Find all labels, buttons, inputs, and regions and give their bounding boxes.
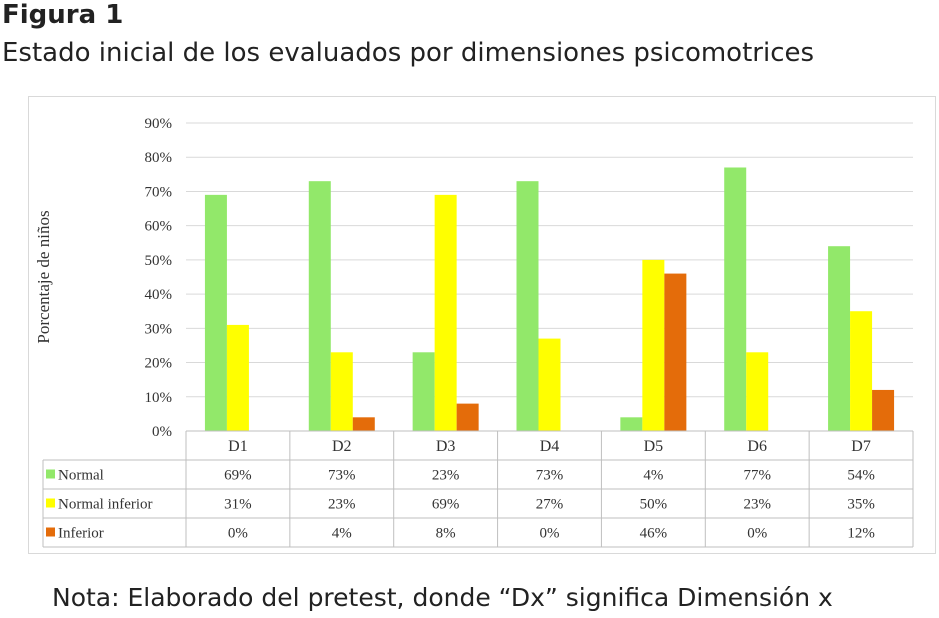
data-label: 69% <box>224 468 252 484</box>
data-label: 0% <box>540 526 560 542</box>
x-tick-label: D3 <box>436 438 456 455</box>
figure-note: Nota: Elaborado del pretest, donde “Dx” … <box>52 583 833 612</box>
data-label: 31% <box>224 497 252 513</box>
data-label: 50% <box>640 497 668 513</box>
x-tick-label: D5 <box>644 438 664 455</box>
bar-normal-inferior <box>746 352 769 431</box>
legend-swatch <box>46 469 55 479</box>
data-label: 27% <box>536 497 564 513</box>
x-tick-label: D1 <box>228 438 248 455</box>
y-tick-label: 60% <box>145 219 173 235</box>
y-tick-label: 20% <box>145 356 173 372</box>
legend-label: Normal <box>58 468 104 484</box>
figure-label: Figura 1 <box>2 0 124 30</box>
data-label: 73% <box>536 468 564 484</box>
bar-normal-inferior <box>850 311 873 431</box>
x-tick-label: D2 <box>332 438 352 455</box>
bar-normal-inferior <box>434 194 457 431</box>
figure-title: Estado inicial de los evaluados por dime… <box>2 38 815 68</box>
y-tick-label: 30% <box>145 321 173 337</box>
bar-normal-inferior <box>226 324 249 431</box>
y-tick-label: 90% <box>145 116 173 132</box>
x-tick-label: D6 <box>747 438 767 455</box>
data-label: 54% <box>847 468 875 484</box>
y-tick-label: 40% <box>145 287 173 303</box>
x-tick-label: D4 <box>540 438 560 455</box>
bar-normal <box>620 417 643 431</box>
data-label: 8% <box>436 526 456 542</box>
legend-label: Normal inferior <box>58 497 153 513</box>
y-tick-label: 70% <box>145 184 173 200</box>
y-tick-label: 10% <box>145 390 173 406</box>
legend-label: Inferior <box>58 526 104 542</box>
bar-normal <box>516 181 539 431</box>
bar-inferior <box>872 389 895 431</box>
data-table: D1 D2 D3 D4 D5 D6 D7 Normal 69% 73% 23% 73% 4% 77% 54%… <box>42 430 914 548</box>
bar-inferior <box>456 403 479 431</box>
bar-inferior <box>664 273 687 431</box>
bar-normal <box>308 181 331 431</box>
y-tick-label: 50% <box>145 253 173 269</box>
bar-inferior <box>352 417 375 431</box>
y-axis-ticks: 0% 10% 20% 30% 40% 50% 60% 70% 80% 90% <box>145 116 173 440</box>
y-axis-label: Porcentaje de niños <box>34 210 53 343</box>
bar-normal <box>724 167 747 431</box>
data-label: 73% <box>328 468 356 484</box>
data-label: 4% <box>332 526 352 542</box>
bar-normal-inferior <box>330 352 353 431</box>
bar-normal <box>412 352 435 431</box>
data-label: 77% <box>743 468 771 484</box>
y-tick-label: 80% <box>145 150 173 166</box>
legend-swatch <box>46 527 55 537</box>
bar-normal-inferior <box>642 259 665 431</box>
y-tick-label: 0% <box>152 424 172 440</box>
data-label: 23% <box>432 468 460 484</box>
data-label: 0% <box>228 526 248 542</box>
data-label: 23% <box>328 497 356 513</box>
chart-frame: 0% 10% 20% 30% 40% 50% 60% 70% 80% 90% D1 D2 D3 D4 D5… <box>28 96 936 554</box>
data-label: 69% <box>432 497 460 513</box>
bar-normal <box>828 246 851 431</box>
bar-normal-inferior <box>538 338 561 431</box>
data-label: 0% <box>747 526 767 542</box>
data-label: 46% <box>640 526 668 542</box>
bar-chart: 0% 10% 20% 30% 40% 50% 60% 70% 80% 90% D1 D2 D3 D4 D5… <box>34 116 914 548</box>
bars <box>204 167 895 431</box>
data-label: 35% <box>847 497 875 513</box>
legend-swatch <box>46 498 55 508</box>
x-tick-label: D7 <box>851 438 871 455</box>
data-label: 4% <box>643 468 663 484</box>
data-label: 23% <box>743 497 771 513</box>
data-label: 12% <box>847 526 875 542</box>
gridlines <box>186 122 913 432</box>
bar-normal <box>204 194 227 431</box>
